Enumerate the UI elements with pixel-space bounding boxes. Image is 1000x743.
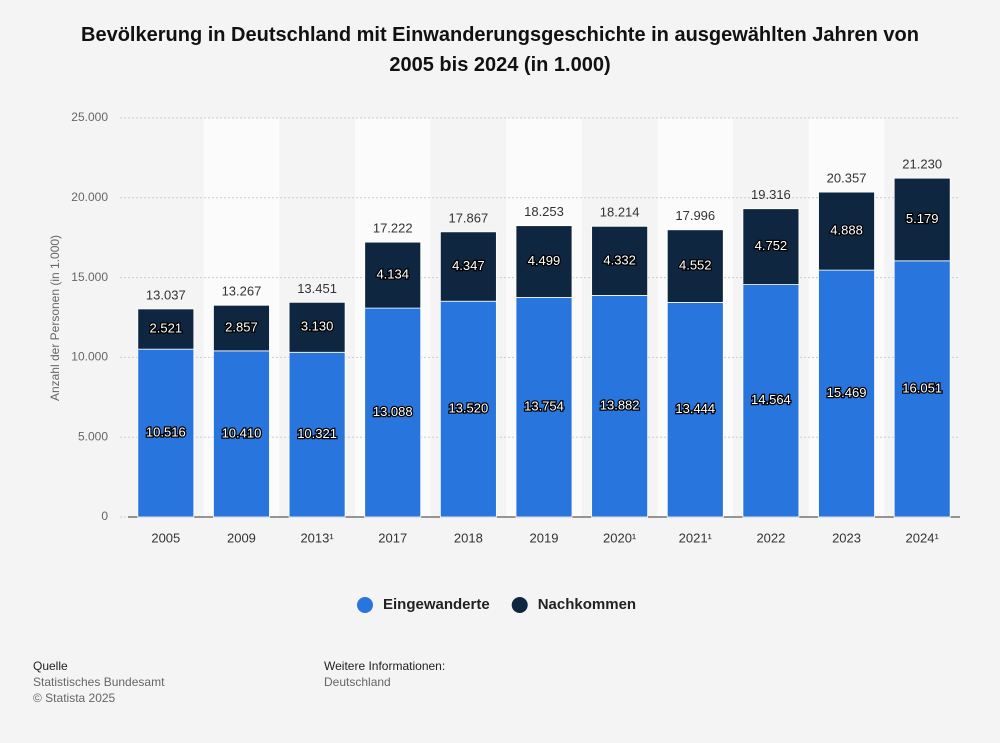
x-tick-label: 2009: [227, 530, 256, 545]
x-tick-label: 2023: [832, 530, 861, 545]
source: Statistisches Bundesamt: [33, 675, 165, 689]
bar-segment: [742, 208, 800, 285]
total-label: 21.230: [902, 157, 942, 172]
total-label: 13.037: [146, 287, 186, 302]
source-title: Quelle: [33, 659, 68, 673]
value-label: 4.332: [603, 252, 636, 267]
total-label: 18.253: [524, 204, 564, 219]
total-label: 17.222: [373, 221, 413, 236]
y-tick-label: 0: [101, 509, 108, 523]
x-tick-label: 2022: [756, 530, 785, 545]
bar-segment: [213, 304, 270, 352]
x-tick-label: 2021¹: [679, 530, 713, 545]
total-label: 17.867: [448, 210, 488, 225]
value-label: 13.882: [600, 398, 640, 413]
value-label: 4.552: [679, 258, 712, 273]
source-block: Quelle Statistisches Bundesamt © Statist…: [33, 658, 164, 706]
y-tick-label: 15.000: [71, 270, 108, 284]
y-tick-label: 20.000: [71, 190, 108, 204]
chart-title: Bevölkerung in Deutschland mit Einwander…: [81, 24, 919, 76]
value-label: 4.134: [376, 267, 409, 282]
y-tick-label: 5.000: [78, 429, 108, 443]
bar-segment: [666, 302, 724, 518]
value-label: 4.752: [755, 238, 788, 253]
bar-segment: [439, 300, 497, 518]
bar-segment: [515, 225, 573, 298]
total-label: 13.267: [222, 284, 262, 299]
bar-segment: [666, 229, 724, 303]
bar-segment: [364, 307, 422, 518]
value-label: 2.521: [150, 320, 183, 335]
value-label: 10.410: [222, 425, 262, 440]
bar-segment: [591, 295, 649, 518]
value-label: 14.564: [751, 392, 791, 407]
value-label: 4.347: [452, 258, 485, 273]
bar-segment: [288, 351, 346, 518]
info-title: Weitere Informationen:: [324, 659, 446, 673]
total-label: 20.357: [827, 171, 867, 186]
copyright: © Statista 2025: [33, 691, 116, 705]
y-tick-label: 25.000: [71, 110, 108, 124]
value-label: 5.179: [906, 211, 939, 226]
bar-segment: [439, 231, 497, 302]
bar-segment: [893, 260, 951, 518]
info-block: Weitere Informationen: Deutschland: [324, 658, 445, 690]
value-label: 4.499: [528, 253, 561, 268]
x-tick-label: 2005: [151, 530, 180, 545]
value-label: 2.857: [225, 319, 258, 334]
bar-segment: [818, 191, 875, 271]
bar-segment: [591, 225, 649, 296]
bar-segment: [742, 284, 800, 518]
x-tick-label: 2013¹: [300, 530, 334, 545]
y-tick-label: 10.000: [71, 350, 108, 364]
legend-label: Nachkommen: [538, 596, 636, 613]
x-tick-label: 2020¹: [603, 530, 637, 545]
legend-label: Eingewanderte: [383, 596, 490, 613]
total-label: 17.996: [675, 208, 715, 223]
total-label: 19.316: [751, 187, 791, 202]
total-label: 18.214: [600, 205, 640, 220]
bar-segment: [137, 308, 195, 350]
bar-segment: [893, 177, 951, 262]
value-label: 13.754: [524, 399, 564, 414]
value-label: 10.321: [297, 426, 337, 441]
x-tick-label: 2024¹: [906, 530, 940, 545]
value-label: 13.444: [675, 401, 715, 416]
x-tick-label: 2017: [378, 530, 407, 545]
x-tick-label: 2018: [454, 530, 483, 545]
bar-segment: [818, 269, 875, 518]
info: Deutschland: [324, 675, 391, 689]
value-label: 10.516: [146, 425, 186, 440]
x-tick-label: 2019: [530, 530, 559, 545]
value-label: 3.130: [301, 319, 334, 334]
bar-segment: [137, 348, 195, 518]
total-label: 13.451: [297, 281, 337, 296]
value-label: 13.520: [448, 401, 488, 416]
legend-swatch: [357, 597, 373, 613]
value-label: 13.088: [373, 404, 413, 419]
value-label: 4.888: [830, 223, 863, 238]
value-label: 16.051: [902, 380, 942, 395]
bar-segment: [288, 301, 346, 353]
y-axis-label: Anzahl der Personen (in 1.000): [48, 235, 62, 401]
bar-segment: [364, 241, 422, 309]
value-label: 15.469: [827, 385, 867, 400]
legend-swatch: [511, 597, 528, 613]
bar-segment: [515, 297, 573, 518]
